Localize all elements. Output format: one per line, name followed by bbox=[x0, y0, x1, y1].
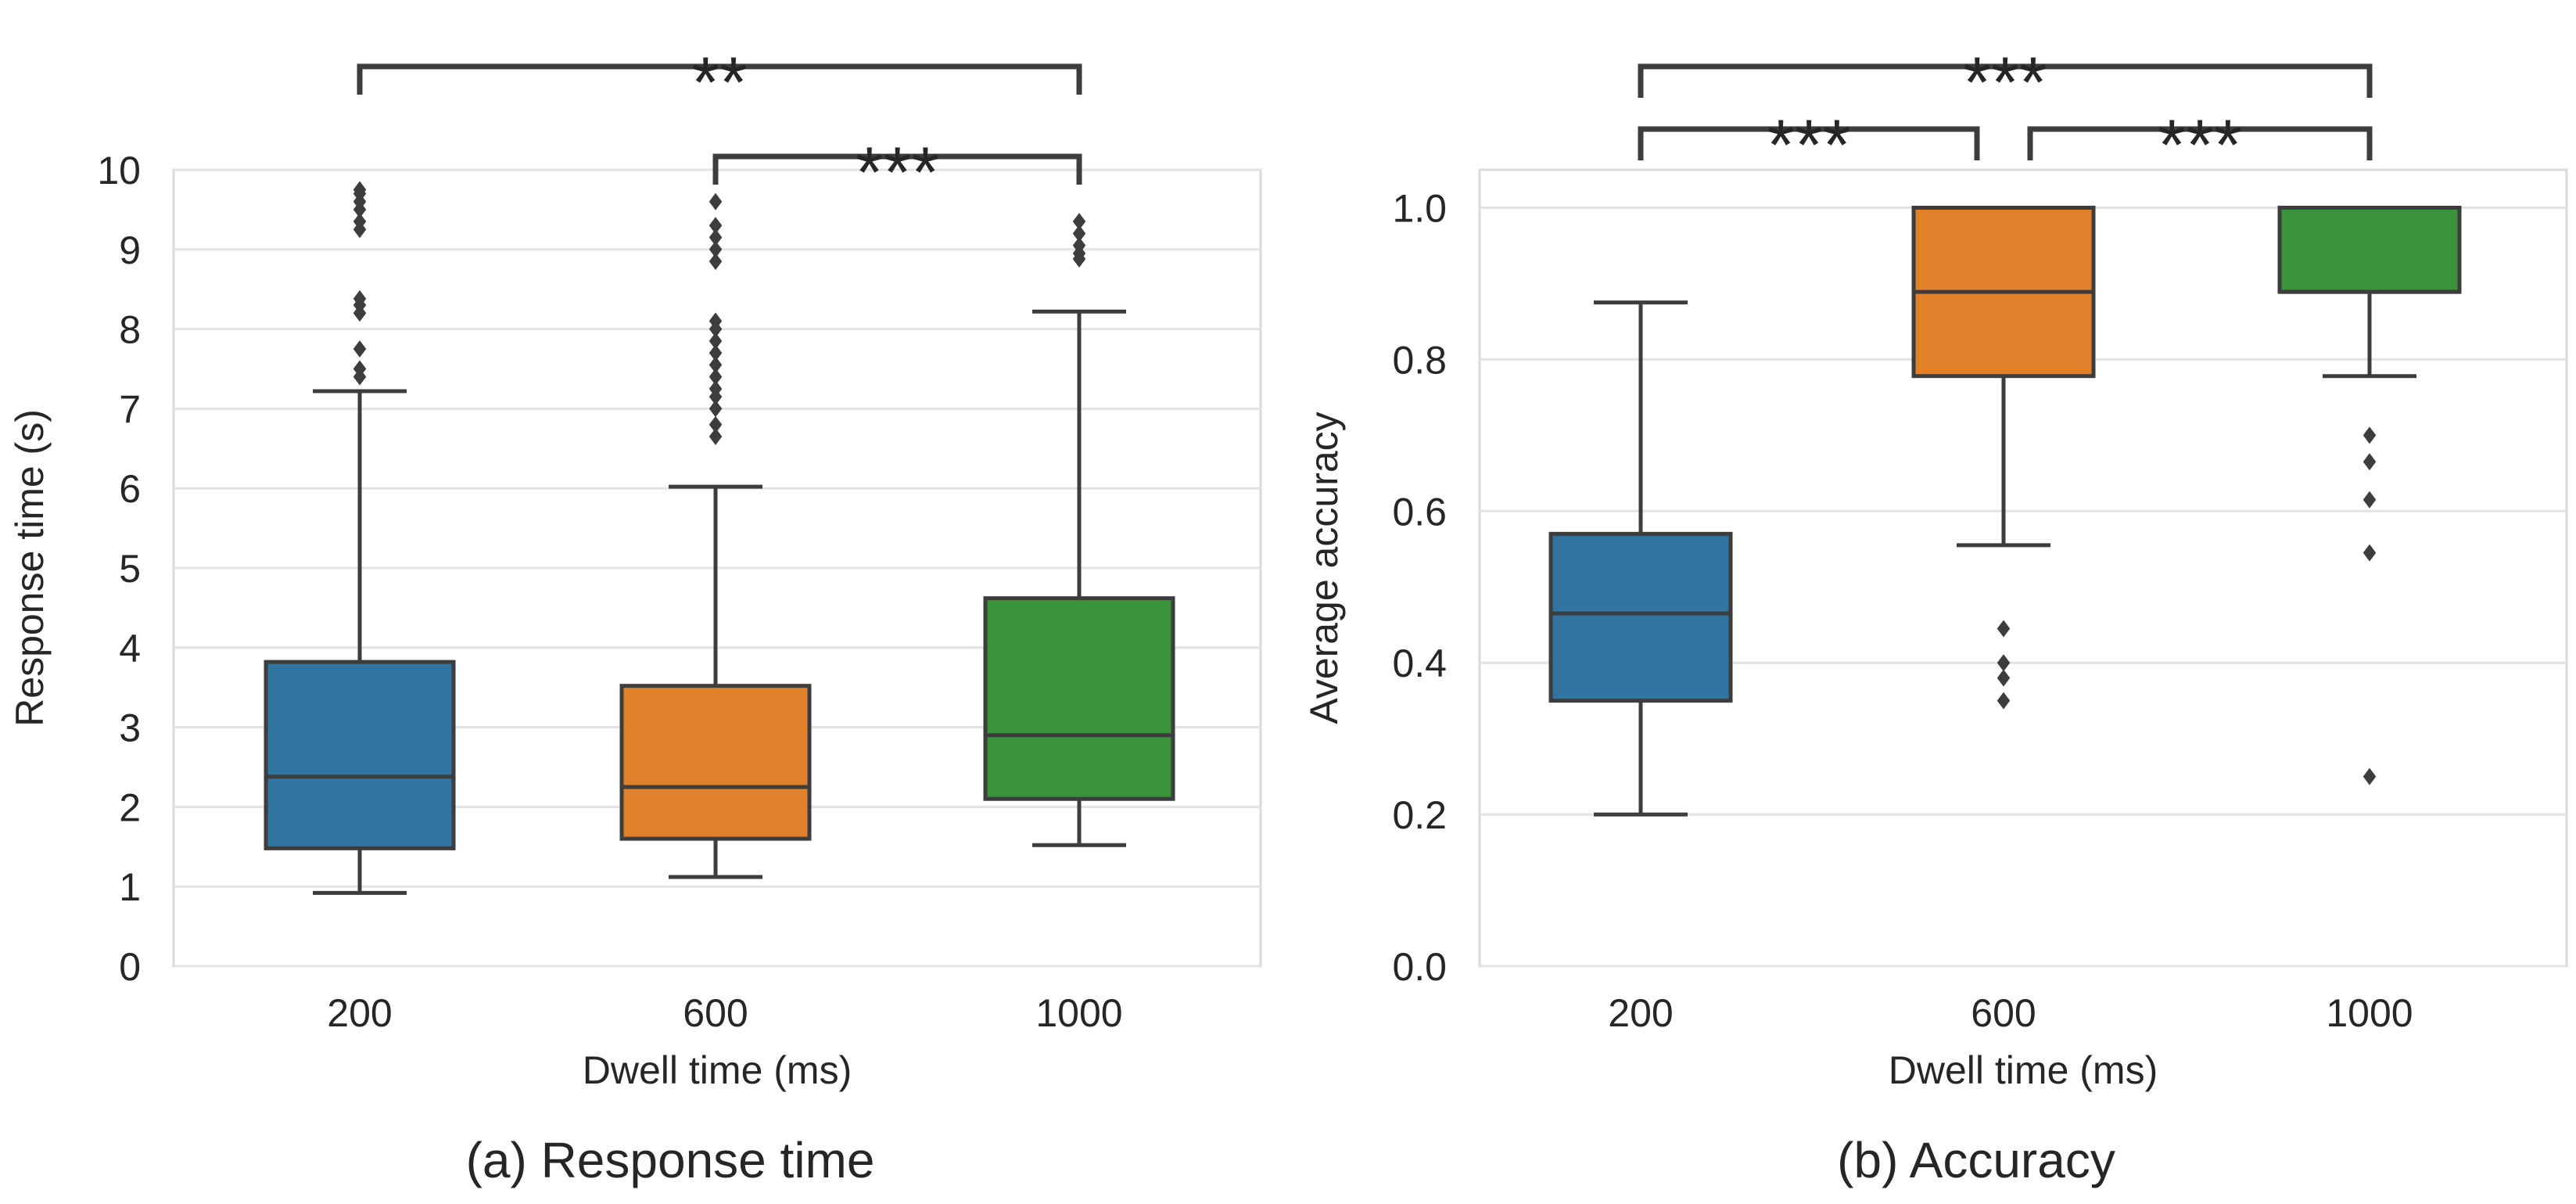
y-tick-label: 0.0 bbox=[1392, 945, 1447, 989]
y-tick-label: 9 bbox=[119, 228, 141, 272]
significance-label: ** bbox=[691, 43, 748, 123]
y-tick-label: 1 bbox=[119, 865, 141, 909]
y-tick-label: 1.0 bbox=[1392, 186, 1447, 230]
y-axis-label: Average accuracy bbox=[1302, 412, 1346, 724]
y-axis-label: Response time (s) bbox=[8, 409, 52, 727]
significance-bracket bbox=[1638, 126, 1980, 160]
significance-label: *** bbox=[856, 133, 939, 213]
y-tick-label: 4 bbox=[119, 627, 141, 670]
outlier-point bbox=[1072, 236, 1086, 254]
y-tick-label: 0.4 bbox=[1392, 642, 1447, 685]
y-tick-label: 10 bbox=[97, 149, 141, 192]
y-tick-label: 5 bbox=[119, 547, 141, 591]
chart-response-time: 0 1 2 3 4 5 6 7 8 9 10 200 600 1000 Dwell time (ms) Res… bbox=[8, 43, 1262, 1188]
x-axis-label: Dwell time (ms) bbox=[1889, 1048, 2158, 1092]
significance-label: *** bbox=[1963, 43, 2047, 123]
significance-bracket bbox=[357, 63, 1082, 95]
y-tick-label: 6 bbox=[119, 467, 141, 511]
outlier-point bbox=[1997, 692, 2011, 710]
outlier-point bbox=[709, 312, 723, 330]
outlier-point bbox=[709, 368, 723, 386]
outlier-point bbox=[353, 360, 367, 378]
outlier-point bbox=[709, 332, 723, 350]
outlier-point bbox=[353, 340, 367, 358]
outlier-point bbox=[1997, 654, 2011, 672]
outlier-point bbox=[709, 400, 723, 418]
outlier-point bbox=[353, 289, 367, 307]
outlier-point bbox=[709, 428, 723, 446]
outlier-point bbox=[2363, 453, 2377, 471]
y-tick-label: 0.8 bbox=[1392, 338, 1447, 382]
outlier-point bbox=[2363, 544, 2377, 562]
outlier-point bbox=[709, 228, 723, 246]
outlier-point bbox=[709, 192, 723, 210]
outlier-point bbox=[2363, 491, 2377, 509]
significance-label: *** bbox=[2158, 106, 2241, 185]
y-tick-label: 0 bbox=[119, 945, 141, 989]
chart-accuracy: 0.0 0.2 0.4 0.6 0.8 1.0 200 600 1000 Dwell time (… bbox=[1302, 43, 2568, 1188]
x-tick-label: 600 bbox=[683, 991, 748, 1035]
figure-caption: (a) Response time bbox=[466, 1132, 875, 1188]
x-tick-label: 1000 bbox=[1035, 991, 1122, 1035]
outlier-point bbox=[1997, 620, 2011, 638]
significance-label: *** bbox=[1767, 106, 1850, 185]
box-600 bbox=[619, 684, 812, 841]
y-tick-label: 0.2 bbox=[1392, 793, 1447, 837]
x-tick-label: 200 bbox=[327, 991, 392, 1035]
outlier-point bbox=[709, 379, 723, 397]
box-1000 bbox=[2277, 205, 2462, 294]
outlier-point bbox=[1072, 225, 1086, 243]
outlier-point bbox=[709, 415, 723, 433]
significance-bracket bbox=[2027, 126, 2373, 160]
box-200 bbox=[1548, 531, 1733, 703]
y-tick-label: 7 bbox=[119, 387, 141, 431]
outlier-point bbox=[353, 213, 367, 231]
outlier-point bbox=[1072, 213, 1086, 231]
significance-bracket bbox=[1638, 63, 2373, 98]
box-1000 bbox=[983, 596, 1175, 801]
outlier-point bbox=[709, 240, 723, 258]
x-tick-label: 1000 bbox=[2326, 991, 2413, 1035]
box-200 bbox=[264, 660, 456, 850]
y-tick-label: 2 bbox=[119, 785, 141, 829]
y-tick-label: 0.6 bbox=[1392, 490, 1447, 534]
figure-caption: (b) Accuracy bbox=[1837, 1132, 2115, 1188]
x-tick-label: 200 bbox=[1608, 991, 1673, 1035]
y-tick-label: 3 bbox=[119, 706, 141, 750]
outlier-point bbox=[2363, 426, 2377, 444]
x-axis-label: Dwell time (ms) bbox=[583, 1048, 852, 1092]
outlier-point bbox=[709, 356, 723, 374]
significance-bracket bbox=[712, 153, 1082, 185]
outlier-point bbox=[2363, 767, 2377, 785]
outlier-point bbox=[709, 344, 723, 362]
outlier-point bbox=[709, 253, 723, 271]
outlier-point bbox=[353, 181, 367, 199]
y-tick-label: 8 bbox=[119, 308, 141, 352]
outlier-point bbox=[709, 217, 723, 235]
outlier-point bbox=[1997, 669, 2011, 687]
x-tick-label: 600 bbox=[1971, 991, 2036, 1035]
